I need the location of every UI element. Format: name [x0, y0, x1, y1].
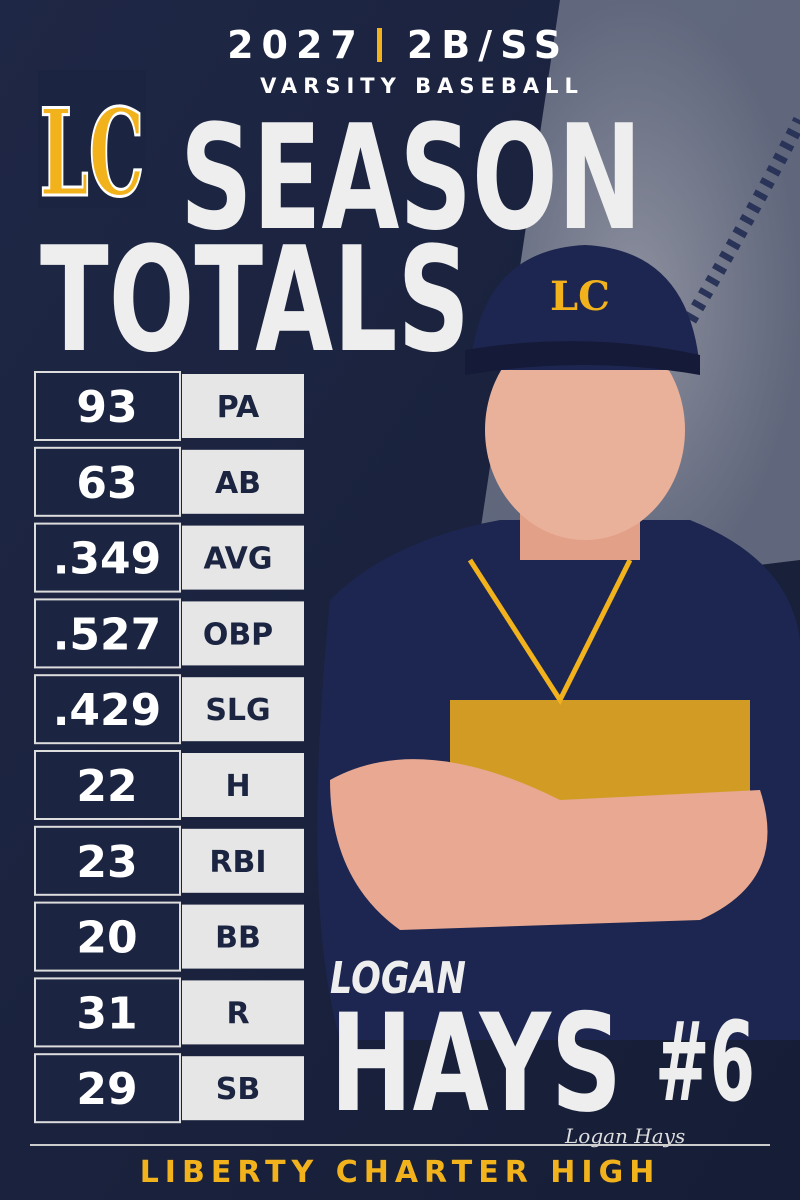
stats-table: 93 PA 63 AB .349 AVG .527 OBP .429 SLG 22 H 23 RBI 20 B… [34, 371, 304, 1124]
stat-label-box [182, 374, 304, 438]
stat-label: SB [216, 1072, 260, 1107]
stat-value-box [34, 825, 181, 896]
stat-value: 93 [76, 382, 137, 433]
year: 2027 [227, 23, 365, 67]
jersey-number: #6 [655, 998, 755, 1126]
last-name: HAYS [330, 985, 622, 1142]
stat-value-box [34, 598, 181, 669]
player-photo: LC [317, 245, 800, 1040]
stat-value-box [34, 977, 181, 1048]
stat-value: 63 [76, 458, 137, 509]
stat-value-box [34, 522, 181, 593]
stat-label-box [182, 980, 304, 1045]
stat-label: OBP [203, 617, 273, 652]
stat-value: 22 [76, 761, 137, 812]
stat-value-box [34, 750, 181, 820]
svg-text:LC: LC [550, 273, 610, 320]
stat-label-box [182, 525, 304, 590]
subtitle: VARSITY BASEBALL [260, 74, 584, 98]
stat-value: .349 [53, 534, 162, 585]
school-name: LIBERTY CHARTER HIGH [140, 1155, 661, 1190]
stat-value: 31 [76, 988, 137, 1039]
stat-value: 29 [76, 1064, 137, 1115]
ball-stitches [683, 116, 800, 324]
stat-label: PA [217, 390, 260, 425]
stat-label: RBI [209, 845, 266, 880]
stat-label: AB [215, 466, 261, 501]
stat-label: SLG [205, 693, 270, 728]
stat-value-box [34, 1053, 181, 1124]
first-name: LOGAN [330, 953, 466, 1004]
stat-label-box [182, 828, 304, 893]
stat-value-box [34, 371, 181, 441]
stat-label: H [225, 769, 250, 804]
stat-label-box [182, 677, 304, 742]
stat-value-box [34, 446, 181, 517]
stat-value: 20 [76, 913, 137, 964]
stat-label-box [182, 904, 304, 969]
separator [377, 28, 382, 62]
logo-text: LC [40, 83, 145, 224]
stat-label-box [182, 1056, 304, 1121]
stat-value-box [34, 674, 181, 745]
stat-value: .429 [53, 685, 162, 736]
title-line1: SEASON [180, 94, 642, 263]
logo: LC [38, 70, 146, 226]
stat-label: BB [215, 921, 261, 956]
stat-value: 23 [76, 837, 137, 888]
stat-label: R [226, 996, 249, 1031]
title-line2: TOTALS [40, 216, 470, 385]
stat-label: AVG [203, 542, 272, 577]
stat-value: .527 [53, 609, 162, 660]
stat-value-box [34, 901, 181, 972]
stat-label-box [182, 601, 304, 666]
stat-label-box [182, 449, 304, 514]
position: 2B/SS [407, 23, 569, 67]
stat-label-box [182, 753, 304, 817]
